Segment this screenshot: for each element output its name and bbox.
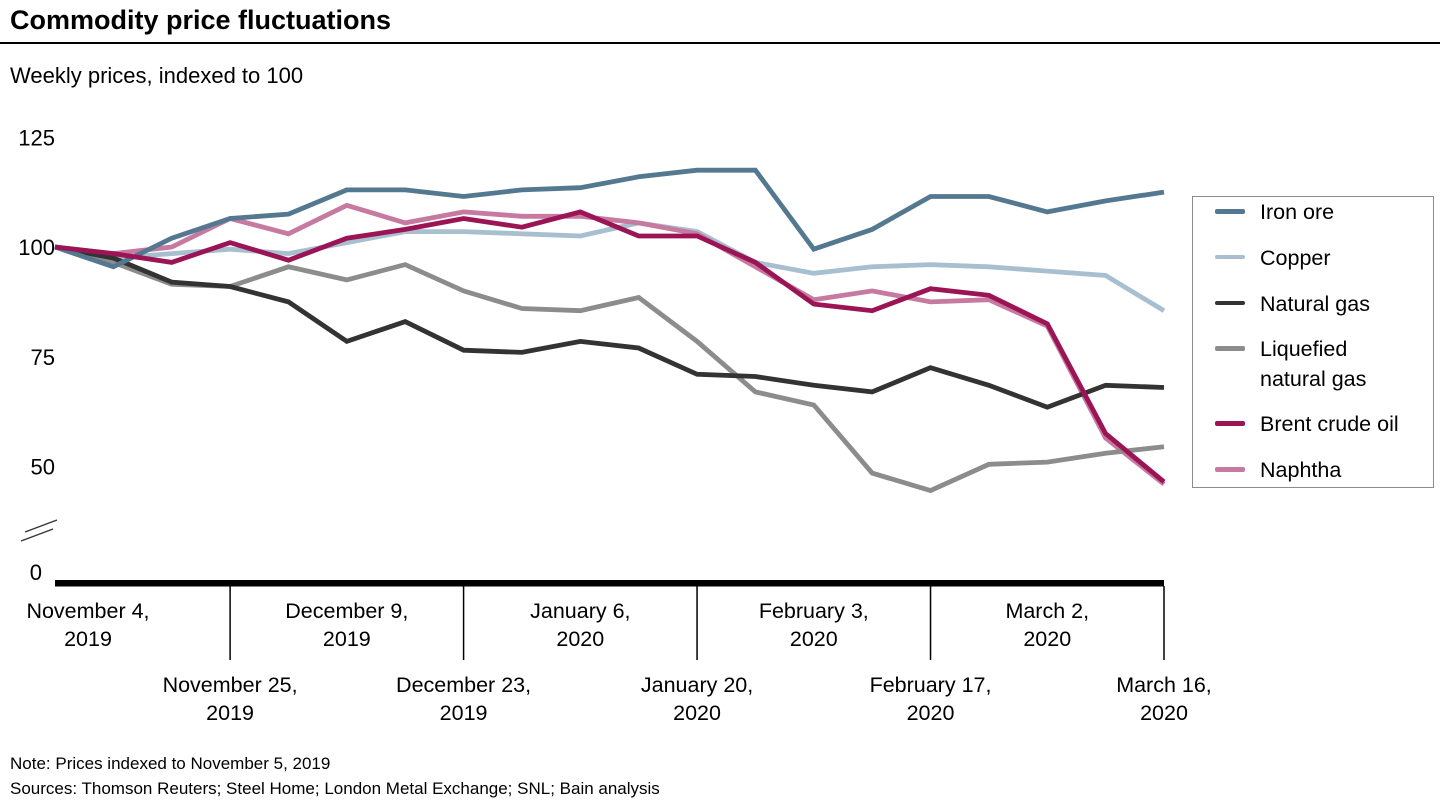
- legend-label: Iron ore: [1260, 200, 1335, 225]
- series-line-naphtha: [54, 202, 1166, 486]
- series-line-brent-crude-oil: [54, 209, 1166, 484]
- x-label: December 23,: [396, 673, 531, 697]
- y-tick-125: 125: [18, 125, 55, 150]
- title-rule: [0, 42, 1440, 44]
- x-label: 2020: [1140, 701, 1188, 725]
- x-label: December 9,: [285, 599, 408, 623]
- x-label: November 25,: [163, 673, 298, 697]
- x-label: November 4,: [26, 599, 149, 623]
- x-label: 2019: [323, 627, 371, 651]
- line-chart: 125 100 75 50 0 November 4, 2019 December 9, 201…: [18, 125, 1212, 725]
- legend-label: Brent crude oil: [1260, 412, 1399, 437]
- x-label: 2020: [1023, 627, 1071, 651]
- x-label: 2020: [556, 627, 604, 651]
- series-line-iron-ore: [54, 167, 1165, 270]
- legend-line-swatch: [1215, 346, 1245, 351]
- legend-item-natural-gas: Natural gas: [1215, 290, 1433, 320]
- x-label: 2019: [440, 701, 488, 725]
- page-title: Commodity price fluctuations: [10, 5, 392, 35]
- legend-label: Liquefied natural gas: [1260, 337, 1367, 391]
- legend-label: Copper: [1260, 245, 1331, 270]
- x-label: January 20,: [641, 673, 753, 697]
- x-label: 2020: [790, 627, 838, 651]
- chart-footnotes: Note: Prices indexed to November 5, 2019…: [10, 752, 660, 801]
- legend-line-swatch: [1215, 421, 1245, 426]
- y-tick-50: 50: [31, 455, 55, 480]
- y-axis-break-icon: [20, 519, 58, 542]
- x-label: 2020: [673, 701, 721, 725]
- series-line-natural-gas: [54, 244, 1165, 410]
- y-tick-100: 100: [18, 235, 55, 260]
- chart-legend: Iron ore Copper Natural gas Liquefied natura…: [1192, 196, 1434, 488]
- series-lines: [54, 167, 1166, 494]
- legend-item-copper: Copper: [1215, 244, 1433, 274]
- legend-item-brent-crude-oil: Brent crude oil: [1215, 410, 1433, 440]
- x-axis-line: [55, 580, 1164, 587]
- x-axis-labels-row1: November 4, 2019 December 9, 2019 January 6,…: [26, 599, 1089, 651]
- legend-label: Naphtha: [1260, 458, 1342, 483]
- x-label: 2019: [206, 701, 254, 725]
- legend-line-swatch: [1215, 300, 1245, 306]
- legend-line-swatch: [1215, 254, 1245, 260]
- y-tick-75: 75: [31, 345, 55, 370]
- legend-line-swatch: [1215, 467, 1245, 472]
- x-label: February 3,: [759, 599, 869, 623]
- y-axis-labels: 125 100 75 50 0: [18, 125, 55, 585]
- legend-line-swatch: [1215, 209, 1245, 214]
- sources-line: Sources: Thomson Reuters; Steel Home; Lo…: [10, 778, 660, 798]
- x-label: March 16,: [1116, 673, 1212, 697]
- x-axis-labels-row2: November 25, 2019 December 23, 2019 January …: [163, 673, 1212, 725]
- x-axis-ticks: [229, 586, 1165, 660]
- legend-item-naphtha: Naphtha: [1215, 456, 1433, 486]
- y-tick-0: 0: [30, 560, 42, 585]
- note-line: Note: Prices indexed to November 5, 2019: [10, 754, 331, 773]
- series-line-liquefied-natural-gas: [54, 244, 1165, 494]
- legend-item-liquefied-natural-gas: Liquefied natural gas: [1215, 335, 1433, 394]
- x-label: February 17,: [870, 673, 992, 697]
- x-label: 2020: [907, 701, 955, 725]
- series-line-copper: [54, 220, 1166, 313]
- legend-label: Natural gas: [1260, 291, 1370, 316]
- chart-subtitle: Weekly prices, indexed to 100: [10, 63, 304, 88]
- x-label: March 2,: [1005, 599, 1089, 623]
- x-label: January 6,: [530, 599, 630, 623]
- x-label: 2019: [64, 627, 112, 651]
- legend-item-iron-ore: Iron ore: [1215, 198, 1433, 228]
